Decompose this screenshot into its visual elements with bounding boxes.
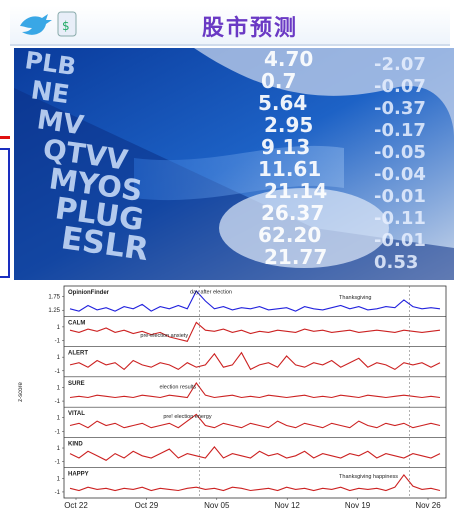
x-tick-label: Nov 05 [204, 501, 230, 510]
x-tick-label: Oct 22 [64, 501, 88, 510]
annotation: pre-election anxiety [140, 333, 188, 339]
stock-ticker-photo: PLB NE MV QTVV MYOS PLUG ESLR 4.70 0.7 5.64 2.95 9… [14, 48, 454, 280]
price-change: -0.01 [374, 230, 426, 251]
x-tick-label: Nov 12 [275, 501, 301, 510]
y-tick-label: -1 [55, 339, 61, 345]
price-change: -0.04 [374, 164, 426, 185]
price-number: 21.77 [264, 245, 327, 269]
price-change: -0.11 [374, 208, 426, 229]
y-tick-label: 1 [57, 416, 61, 422]
twitter-bird-icon: $ [20, 11, 77, 37]
x-tick-label: Nov 19 [345, 501, 371, 510]
annotation: election results [160, 384, 197, 390]
left-bracket-decoration [0, 148, 10, 278]
annotation: pre! election energy [163, 414, 212, 420]
panel-name: OpinionFinder [68, 290, 110, 296]
price-number: 2.95 [264, 113, 313, 137]
series-line [69, 351, 441, 371]
price-numbers: 4.700.75.642.959.1311.6121.1426.3762.202… [258, 48, 327, 269]
annotation: Thanksgiving happiness [339, 474, 398, 480]
price-number: 21.14 [264, 179, 327, 203]
y-tick-label: 1 [57, 355, 61, 361]
annotation: day after election [190, 290, 232, 296]
series-line [69, 446, 441, 461]
y-tick-label: -1 [55, 369, 61, 375]
series-line [69, 321, 441, 342]
panel-name: KIND [68, 441, 83, 447]
red-marker [0, 136, 10, 139]
series-line [69, 382, 441, 399]
series-line [69, 290, 441, 312]
panel-name: CALM [68, 320, 85, 326]
panel-name: HAPPY [68, 472, 89, 478]
panel-name: VITAL [68, 411, 85, 417]
price-number: 4.70 [264, 48, 313, 71]
panel-name: SURE [68, 381, 85, 387]
price-number: 5.64 [258, 91, 307, 115]
price-change: -0.01 [374, 186, 426, 207]
ticker-symbol: NE [29, 75, 71, 109]
panel-name: ALERT [68, 351, 88, 357]
price-change: -0.07 [374, 76, 426, 97]
y-tick-label: -1 [55, 460, 61, 466]
page-title: 股市预测 [201, 16, 298, 41]
price-change: 0.53 [374, 252, 418, 273]
annotation: Thanksgiving [339, 295, 371, 301]
mood-chart: z-score OpinionFinder 1.75 1.25 day after el… [12, 282, 452, 514]
price-number: 62.20 [258, 223, 321, 247]
chart-frame [63, 285, 447, 499]
series-line [69, 473, 441, 492]
price-change: -0.37 [374, 98, 426, 119]
y-tick-label: 1 [57, 446, 61, 452]
ticker-symbol: MV [35, 104, 86, 141]
price-change: -2.07 [374, 54, 426, 75]
price-change: -0.05 [374, 142, 426, 163]
series-line [69, 413, 441, 429]
y-tick-label: 1.25 [48, 308, 60, 314]
svg-text:$: $ [62, 19, 70, 33]
y-tick-label: 1 [57, 385, 61, 391]
price-number: 9.13 [261, 135, 310, 159]
price-number: 0.7 [261, 69, 296, 93]
y-axis-label: z-score [18, 382, 24, 402]
y-tick-label: -1 [55, 429, 61, 435]
x-tick-label: Nov 26 [415, 501, 441, 510]
price-change: -0.17 [374, 120, 426, 141]
y-tick-label: 1 [57, 476, 61, 482]
price-number: 11.61 [258, 157, 321, 181]
y-tick-label: 1 [57, 325, 61, 331]
y-tick-label: -1 [55, 490, 61, 496]
y-tick-label: -1 [55, 399, 61, 405]
y-tick-label: 1.75 [48, 295, 60, 301]
slide-header: $ 股市预测 [10, 6, 450, 46]
price-changes: -2.07-0.07-0.37-0.17-0.05-0.04-0.01-0.11… [374, 54, 426, 273]
price-number: 26.37 [261, 201, 324, 225]
x-tick-label: Oct 29 [135, 501, 159, 510]
